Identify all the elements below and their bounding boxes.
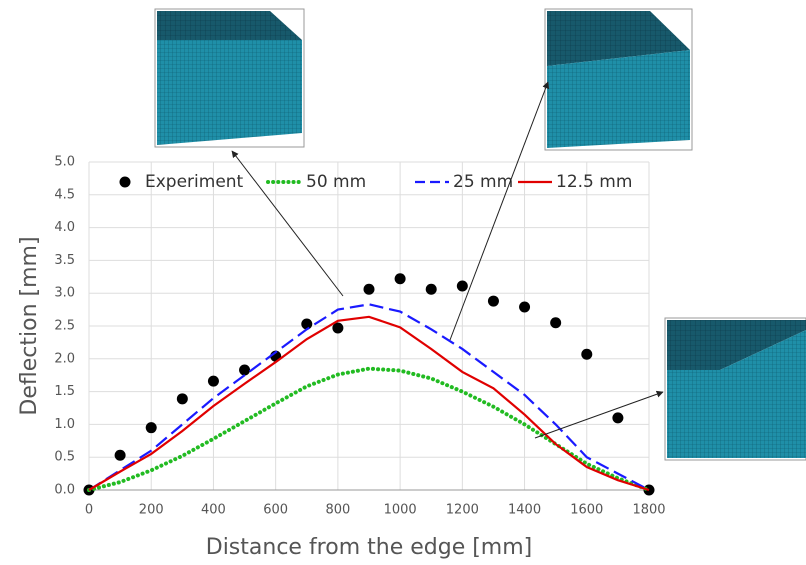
x-axis-label: Distance from the edge [mm] [206,535,533,560]
data-point [146,422,157,433]
y-tick-label: 4.0 [54,220,75,235]
series-line [89,317,649,490]
y-tick-label: 1.0 [54,417,75,432]
data-point [208,376,219,387]
arrow [450,82,548,340]
y-tick-label: 3.5 [54,253,75,268]
data-point [426,284,437,295]
legend-marker [120,177,131,188]
legend-label: 12.5 mm [556,172,632,192]
y-tick-label: 2.5 [54,319,75,334]
data-point [395,273,406,284]
data-point [550,317,561,328]
mesh-image [545,9,692,150]
page: {"chart_data": {"type": "line", "x_label… [0,0,806,565]
arrow [535,392,663,438]
y-tick-label: 0.5 [54,450,75,465]
data-point [488,296,499,307]
y-tick-label: 5.0 [54,155,75,170]
series-line [89,304,649,490]
x-tick-label: 400 [201,503,226,518]
series-line [89,369,649,490]
data-point [239,364,250,375]
x-tick-label: 800 [325,503,350,518]
data-point [115,450,126,461]
data-point [457,280,468,291]
x-tick-label: 200 [139,503,164,518]
y-tick-label: 1.5 [54,384,75,399]
x-tick-label: 0 [85,503,93,518]
data-point [301,319,312,330]
mesh-image [665,318,806,460]
y-tick-label: 0.0 [54,483,75,498]
x-tick-label: 1000 [384,503,417,518]
legend-label: 25 mm [453,172,513,192]
mesh-image [155,9,304,147]
data-point [364,284,375,295]
x-tick-label: 600 [263,503,288,518]
chart: 0.0 0.5 1.0 1.5 2.0 2.5 3.0 3.5 4.0 4.5 5.0 0 200 400… [0,0,806,565]
data-point [519,301,530,312]
data-point [177,393,188,404]
x-tick-label: 1800 [632,503,665,518]
y-tick-label: 2.0 [54,351,75,366]
x-tick-label: 1600 [570,503,603,518]
y-tick-label: 4.5 [54,187,75,202]
data-point [612,412,623,423]
legend-label: 50 mm [306,172,366,192]
data-point [581,349,592,360]
y-tick-label: 3.0 [54,286,75,301]
x-tick-label: 1400 [508,503,541,518]
y-axis-label: Deflection [mm] [17,236,42,415]
legend-label: Experiment [145,172,244,192]
x-tick-label: 1200 [446,503,479,518]
